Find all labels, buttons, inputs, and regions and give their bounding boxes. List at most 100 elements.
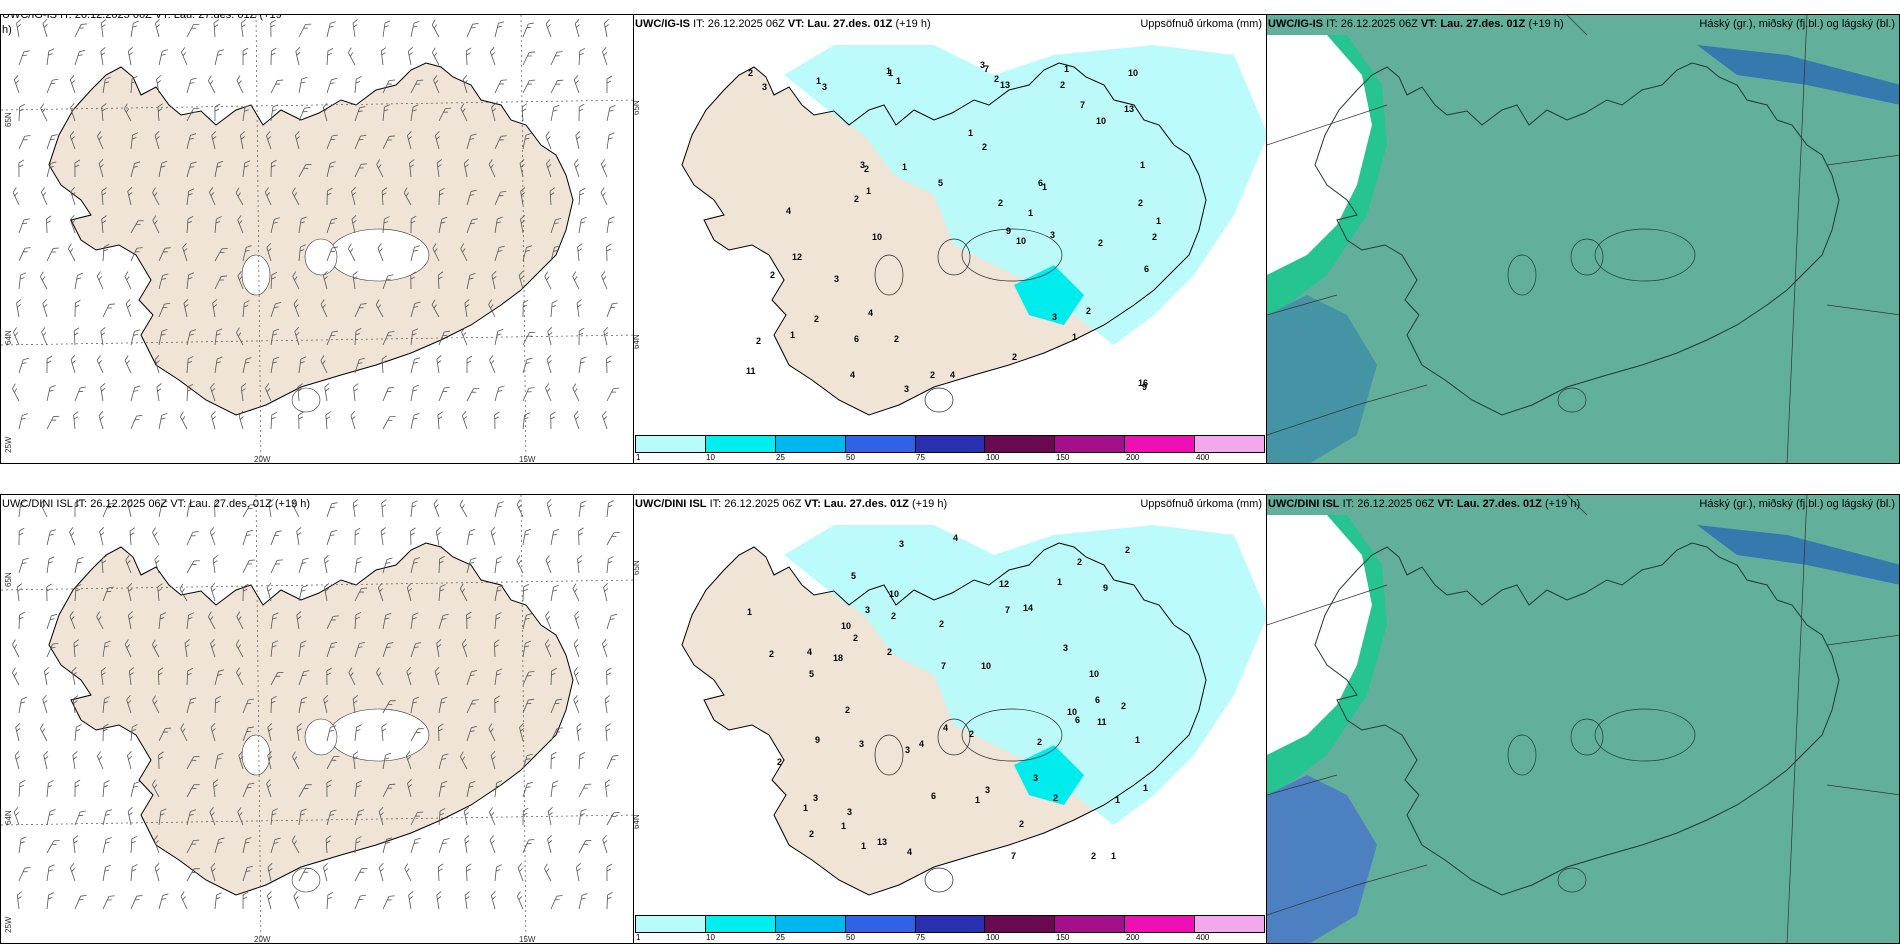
wind-barb: [266, 779, 272, 798]
wind-barb: [186, 356, 194, 374]
wind-barb: [102, 244, 110, 262]
wind-barb: [354, 357, 365, 374]
wind-barb: [465, 47, 472, 66]
precip-panel-row1: 2 1 2 3 1 1 1 4 6 6 10 9 7 6 4 3 10 4 7 5 2 4 3 2 10 9 10 3 13 16 12 11…: [633, 14, 1267, 464]
colorbar-tick-label: 10: [706, 453, 715, 462]
wind-barb: [518, 271, 524, 290]
wind-barb: [124, 271, 132, 290]
wind-barb: [573, 695, 580, 714]
wind-barb: [382, 612, 392, 630]
glacier-outline: [937, 718, 971, 756]
precip-title-row2: Uppsöfnuð úrkoma (mm): [1140, 498, 1262, 510]
wind-barb: [488, 299, 496, 318]
wind-barb: [550, 528, 560, 546]
wind-barb: [41, 327, 48, 346]
lon-label-15w-row2: 15W: [519, 935, 536, 944]
wind-barb: [207, 75, 216, 94]
wind-barb: [240, 383, 247, 402]
wind-barb: [74, 499, 81, 518]
wind-barb: [326, 187, 333, 206]
wind-barb: [494, 328, 504, 346]
wind-barb: [382, 783, 396, 798]
wind-barb: [550, 895, 563, 910]
wind-barb: [270, 640, 279, 658]
wind-barb: [237, 271, 244, 290]
wind-barb: [354, 724, 363, 742]
wind-barb: [494, 668, 503, 686]
precip-point-value: 2: [1125, 545, 1130, 555]
wind-barb: [12, 383, 20, 402]
wind-barb: [127, 47, 133, 66]
latitude-gridline: [1, 334, 633, 346]
precip-point-value: 2: [939, 619, 944, 629]
wind-barb: [602, 411, 608, 430]
wind-barb: [606, 755, 619, 770]
wind-barb: [214, 753, 224, 770]
wind-barb: [606, 105, 616, 122]
wind-barb: [354, 611, 362, 630]
wind-barb: [242, 559, 256, 574]
wind-barb: [270, 695, 277, 714]
wind-barb: [432, 243, 440, 262]
wind-barb: [12, 187, 20, 206]
wind-barb: [74, 895, 87, 910]
wind-barb: [186, 329, 197, 346]
wind-barb: [16, 583, 23, 602]
wind-barb: [212, 299, 218, 318]
wind-barb: [270, 837, 281, 854]
wind-barb: [127, 751, 133, 770]
wind-barb: [326, 809, 337, 826]
wind-barb: [18, 611, 25, 630]
wind-barb: [407, 47, 413, 66]
colorbar-segment: [705, 436, 776, 452]
wind-barb: [242, 357, 252, 374]
wind-barb: [127, 499, 133, 518]
precip-point-value: 2: [756, 336, 761, 346]
precip-point-value: 1: [803, 803, 808, 813]
wind-barb: [296, 527, 302, 546]
precip-point-value: 4: [919, 739, 924, 749]
wind-barb: [102, 780, 110, 798]
wind-barb: [438, 216, 448, 234]
wind-barb: [438, 838, 450, 854]
wind-barb: [186, 383, 194, 402]
wind-barb: [438, 107, 452, 122]
precip-lat-64n-row2: 64N: [633, 814, 641, 829]
precip-point-value: 3: [865, 605, 870, 615]
precip-point-value: 2: [894, 334, 899, 344]
wind-barb: [242, 891, 249, 910]
wind-barb: [242, 529, 254, 546]
cloud-title-row2: Háský (gr.), miðský (fj.bl.) og lágský (…: [1699, 498, 1895, 510]
wind-barb: [102, 809, 112, 826]
wind-barb: [74, 49, 86, 66]
wind-barb: [354, 328, 362, 346]
wind-title-row1: UWC/IG-IS IT: 26.12.2025 06Z VT: Lau. 27…: [2, 14, 282, 21]
wind-barb: [494, 385, 505, 402]
wind-barb: [46, 892, 55, 910]
precip-point-value: 10: [1089, 669, 1099, 679]
wind-barb: [74, 159, 81, 178]
precip-lat-64n: 64N: [633, 334, 641, 349]
colorbar-tick-label: 75: [916, 933, 925, 942]
wind-barb: [214, 160, 224, 178]
wind-barb: [125, 299, 132, 318]
glacier-outline: [874, 734, 904, 776]
wind-barb: [69, 131, 76, 150]
wind-barb: [46, 355, 53, 374]
wind-barb: [578, 47, 586, 66]
wind-barb: [298, 106, 311, 122]
wind-barb: [16, 891, 23, 910]
wind-barb: [46, 614, 58, 630]
precip-point-value: 4: [907, 847, 912, 857]
wind-barb: [550, 751, 557, 770]
colorbar-tick-label: 50: [846, 453, 855, 462]
wind-barb: [494, 864, 502, 882]
wind-barb: [69, 863, 76, 882]
wind-barb: [490, 891, 496, 910]
wind-barb: [130, 247, 143, 262]
wind-barb: [354, 303, 367, 318]
wind-barb: [186, 500, 196, 518]
glacier-outline: [1557, 387, 1587, 413]
precip-lat-65n: 65N: [633, 100, 641, 115]
wind-barb: [550, 51, 563, 66]
